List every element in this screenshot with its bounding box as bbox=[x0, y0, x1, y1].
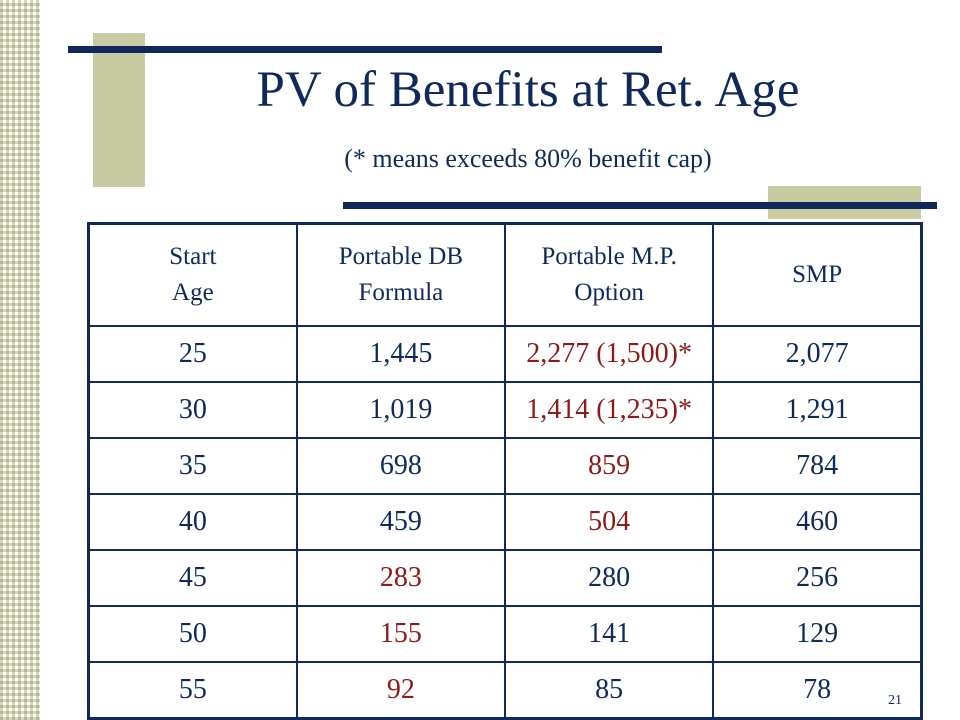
header-smp: SMP bbox=[712, 222, 923, 327]
table-row: 45 283 280 256 bbox=[87, 549, 923, 607]
cell-mp: 85 bbox=[503, 661, 715, 720]
header-portable-db: Portable DB Formula bbox=[295, 222, 507, 327]
table-header-row: Start Age Portable DB Formula Portable M.P… bbox=[87, 222, 923, 327]
cell-mp: 2,277 (1,500)* bbox=[503, 325, 715, 383]
cell-mp: 1,414 (1,235)* bbox=[503, 381, 715, 439]
cell-db: 1,019 bbox=[295, 381, 507, 439]
table-row: 55 92 85 78 bbox=[87, 661, 923, 720]
cell-db: 283 bbox=[295, 549, 507, 607]
cell-db: 155 bbox=[295, 605, 507, 663]
table-row: 25 1,445 2,277 (1,500)* 2,077 bbox=[87, 325, 923, 383]
cell-smp: 460 bbox=[712, 493, 923, 551]
table-row: 40 459 504 460 bbox=[87, 493, 923, 551]
cell-mp: 280 bbox=[503, 549, 715, 607]
cell-start-age: 25 bbox=[87, 325, 298, 383]
cell-db: 459 bbox=[295, 493, 507, 551]
header-start-age: Start Age bbox=[87, 222, 298, 327]
cell-smp: 784 bbox=[712, 437, 923, 495]
cell-start-age: 55 bbox=[87, 661, 298, 720]
cell-start-age: 40 bbox=[87, 493, 298, 551]
title-bottom-rule bbox=[343, 202, 937, 209]
benefits-table-wrap: Start Age Portable DB Formula Portable M.P… bbox=[87, 222, 923, 720]
cell-mp: 504 bbox=[503, 493, 715, 551]
cell-start-age: 45 bbox=[87, 549, 298, 607]
cell-start-age: 35 bbox=[87, 437, 298, 495]
slide-title: PV of Benefits at Ret. Age bbox=[256, 62, 800, 118]
cell-smp: 1,291 bbox=[712, 381, 923, 439]
cell-mp: 141 bbox=[503, 605, 715, 663]
table-row: 30 1,019 1,414 (1,235)* 1,291 bbox=[87, 381, 923, 439]
slide-subtitle: (* means exceeds 80% benefit cap) bbox=[344, 144, 712, 173]
cell-smp: 78 bbox=[712, 661, 923, 720]
benefits-table: Start Age Portable DB Formula Portable M.P… bbox=[87, 222, 923, 720]
cell-start-age: 30 bbox=[87, 381, 298, 439]
decorative-stripe-bar bbox=[0, 0, 40, 720]
cell-start-age: 50 bbox=[87, 605, 298, 663]
cell-smp: 2,077 bbox=[712, 325, 923, 383]
page-number: 21 bbox=[888, 693, 902, 708]
cell-smp: 129 bbox=[712, 605, 923, 663]
decorative-block-top bbox=[93, 33, 145, 187]
cell-db: 698 bbox=[295, 437, 507, 495]
title-top-rule bbox=[68, 46, 662, 53]
cell-db: 1,445 bbox=[295, 325, 507, 383]
header-portable-mp: Portable M.P. Option bbox=[503, 222, 715, 327]
cell-smp: 256 bbox=[712, 549, 923, 607]
cell-mp: 859 bbox=[503, 437, 715, 495]
cell-db: 92 bbox=[295, 661, 507, 720]
table-row: 50 155 141 129 bbox=[87, 605, 923, 663]
table-row: 35 698 859 784 bbox=[87, 437, 923, 495]
